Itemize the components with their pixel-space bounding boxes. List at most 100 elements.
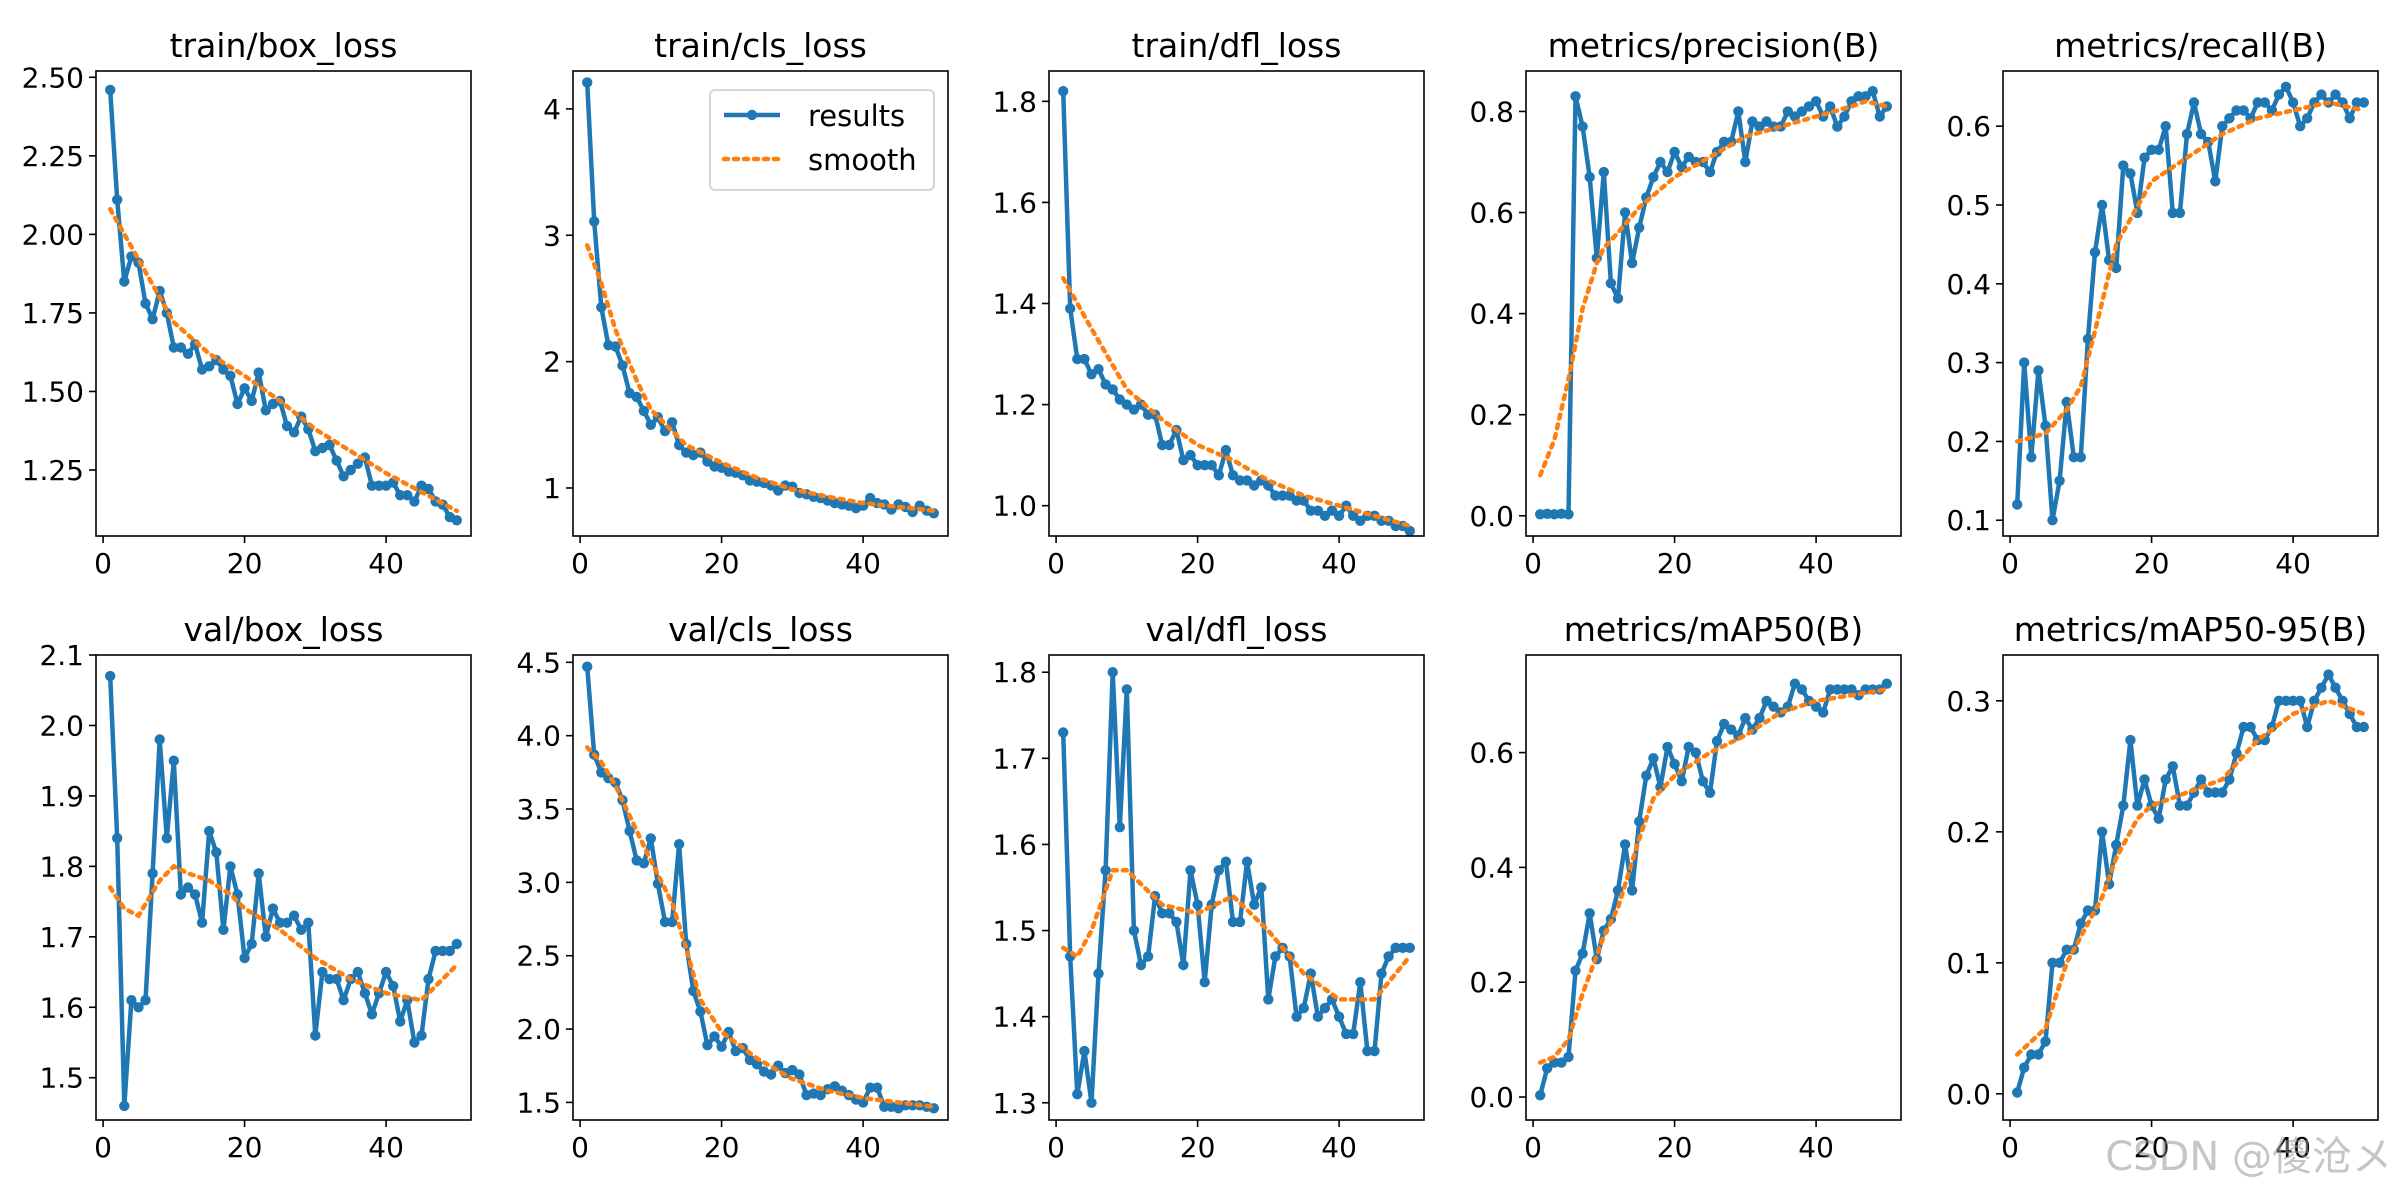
results-point bbox=[2245, 721, 2256, 733]
y-tick-label: 1.0 bbox=[992, 490, 1037, 523]
results-point bbox=[1761, 695, 1772, 707]
results-point bbox=[175, 342, 187, 353]
results-point bbox=[1796, 684, 1808, 695]
results-point bbox=[281, 917, 293, 928]
results-point bbox=[1563, 1051, 1574, 1063]
y-tick-label: 0.1 bbox=[1946, 504, 1991, 537]
x-tick-label: 0 bbox=[2001, 547, 2019, 580]
results-point bbox=[1669, 758, 1680, 770]
smooth-line bbox=[1537, 98, 1890, 478]
results-point bbox=[1213, 865, 1225, 876]
y-tick-label: 1.4 bbox=[992, 1001, 1037, 1034]
results-point bbox=[2019, 1062, 2030, 1073]
x-tick-label: 20 bbox=[1180, 1131, 1216, 1164]
y-tick-label: 1.50 bbox=[22, 375, 84, 408]
results-point bbox=[288, 427, 300, 438]
results-point bbox=[638, 858, 649, 869]
results-point bbox=[1669, 146, 1680, 158]
results-point bbox=[2111, 262, 2122, 274]
y-tick-label: 0.4 bbox=[1946, 268, 1991, 301]
results-point bbox=[1376, 968, 1387, 979]
results-point bbox=[2132, 800, 2143, 811]
results-point bbox=[1312, 1011, 1324, 1022]
results-point bbox=[2012, 499, 2023, 510]
results-point bbox=[451, 515, 462, 526]
results-point bbox=[2089, 247, 2101, 258]
results-point bbox=[119, 276, 130, 287]
results-point bbox=[423, 483, 434, 495]
y-tick-label: 0.8 bbox=[1469, 95, 1514, 128]
y-tick-label: 1.8 bbox=[992, 85, 1037, 118]
y-tick-label: 0.2 bbox=[1946, 816, 1991, 849]
results-point bbox=[709, 1031, 720, 1042]
results-point bbox=[2061, 396, 2072, 408]
results-point bbox=[2295, 695, 2306, 706]
panel-title: val/box_loss bbox=[184, 610, 384, 649]
results-point bbox=[2358, 721, 2369, 733]
x-tick-label: 0 bbox=[94, 1131, 112, 1164]
results-point bbox=[161, 833, 172, 844]
results-point bbox=[2302, 721, 2313, 733]
results-point bbox=[2012, 1087, 2023, 1098]
y-tick-label: 2.0 bbox=[39, 709, 84, 742]
plot-area bbox=[2012, 81, 2369, 526]
axes-frame bbox=[1525, 70, 1902, 537]
results-point bbox=[2153, 144, 2164, 155]
results-point bbox=[317, 966, 328, 978]
plot-area bbox=[1535, 678, 1893, 1101]
results-point bbox=[1832, 121, 1843, 132]
results-point bbox=[1619, 839, 1631, 850]
plot-area bbox=[582, 661, 939, 1114]
chart-panel-2: train/cls_loss 0 20 40 1 2 3 4 results smooth bbox=[543, 26, 949, 580]
results-point bbox=[380, 966, 392, 978]
results-point bbox=[2188, 97, 2200, 108]
results-point bbox=[2033, 1049, 2044, 1060]
results-point bbox=[1121, 684, 1133, 695]
results-point bbox=[1584, 171, 1595, 183]
results-point bbox=[338, 995, 349, 1006]
results-point bbox=[2125, 734, 2136, 746]
results-point bbox=[2358, 97, 2369, 108]
x-tick-label: 20 bbox=[1180, 547, 1216, 580]
plot-area bbox=[105, 84, 462, 526]
results-point bbox=[617, 360, 628, 371]
results-point bbox=[1648, 171, 1659, 183]
y-tick-label: 3 bbox=[543, 219, 561, 252]
smooth-line bbox=[1060, 275, 1413, 529]
results-point bbox=[1100, 865, 1111, 876]
smooth-line bbox=[107, 206, 460, 514]
results-point bbox=[1634, 222, 1645, 233]
results-point bbox=[2047, 515, 2058, 526]
results-point bbox=[388, 980, 399, 992]
results-point bbox=[2217, 121, 2228, 132]
results-point bbox=[1598, 166, 1610, 178]
results-point bbox=[204, 825, 215, 837]
results-point bbox=[218, 924, 229, 935]
axes-frame bbox=[95, 654, 472, 1121]
results-point bbox=[589, 216, 600, 227]
results-point bbox=[288, 910, 300, 921]
axes-frame bbox=[572, 654, 949, 1121]
results-point bbox=[582, 661, 593, 672]
y-tick-label: 1.25 bbox=[22, 454, 84, 487]
results-point bbox=[1655, 781, 1666, 793]
y-tick-label: 0.2 bbox=[1469, 399, 1514, 432]
results-point bbox=[1128, 925, 1140, 936]
chart-panel-1: train/box_loss 0 20 40 1.25 1.50 1.75 2.00 2.25 2… bbox=[22, 26, 472, 580]
results-point bbox=[338, 471, 349, 482]
results-point bbox=[1626, 257, 1638, 269]
x-tick-label: 0 bbox=[94, 547, 112, 580]
results-point bbox=[2295, 121, 2306, 132]
results-point bbox=[872, 1082, 883, 1093]
y-tick-label: 2.25 bbox=[22, 140, 84, 173]
results-point bbox=[2054, 957, 2065, 968]
legend-results-label: results bbox=[808, 99, 905, 133]
y-tick-label: 0.3 bbox=[1946, 347, 1991, 380]
x-tick-label: 0 bbox=[1524, 1131, 1542, 1164]
results-point bbox=[1355, 977, 1366, 988]
smooth-line bbox=[1060, 868, 1413, 1002]
y-tick-label: 0.6 bbox=[1946, 110, 1991, 143]
results-point bbox=[2316, 682, 2327, 693]
results-point bbox=[1641, 770, 1652, 781]
results-point bbox=[1199, 977, 1210, 988]
